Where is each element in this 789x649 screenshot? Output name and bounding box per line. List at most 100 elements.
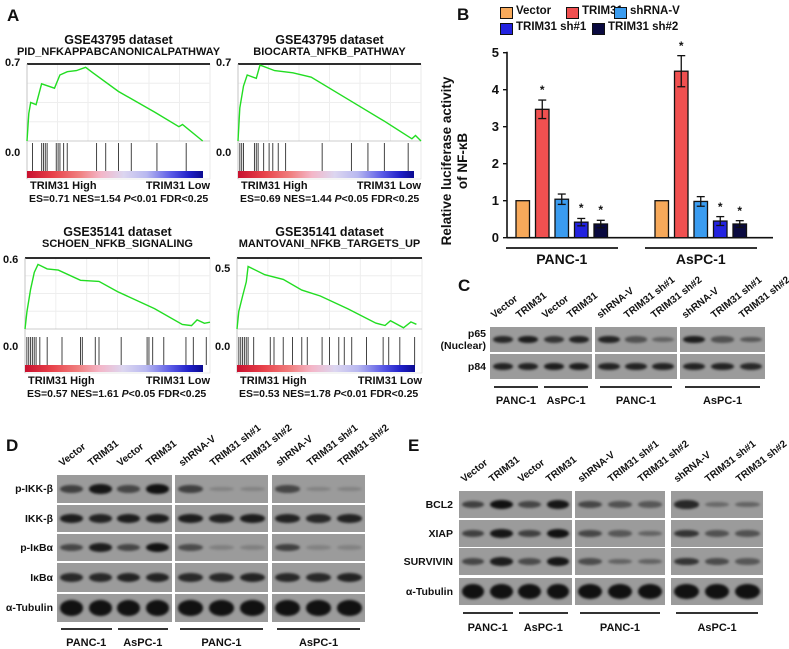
blot-group-line (277, 628, 360, 630)
protein-band (652, 336, 675, 343)
protein-band (490, 584, 513, 599)
protein-band (59, 573, 83, 582)
gsea-low-label: TRIM31 Low (145, 180, 210, 192)
gsea-high-label: TRIM31 High (30, 180, 97, 192)
bar-category-label: AsPC-1 (675, 251, 726, 267)
legend-swatch-vector (500, 7, 513, 19)
protein-band (306, 545, 331, 550)
gsea-y-tick-zero: 0.0 (216, 147, 232, 159)
protein-band (711, 336, 734, 343)
blot-group-line (180, 628, 263, 630)
gsea-y-tick-zero: 0.0 (5, 147, 21, 159)
blot-group-label: PANC-1 (467, 622, 508, 634)
protein-band (739, 362, 763, 371)
protein-band (578, 529, 602, 537)
blot-row-label: p-IKK-β (15, 483, 53, 495)
blot-row-label: p65 (Nuclear) (440, 327, 486, 352)
gsea-p-fdr: <0.01 FDR<0.25 (130, 193, 209, 205)
protein-band (117, 543, 141, 551)
protein-band (638, 558, 662, 565)
gsea-p-fdr: <0.05 FDR<0.25 (128, 388, 207, 400)
blot-group-line (580, 612, 660, 614)
protein-band (704, 558, 730, 565)
legend-label: TRIM31 sh#2 (608, 21, 679, 33)
gsea-nes: NES=1.44 (283, 193, 332, 205)
protein-band (461, 557, 485, 565)
bar-y-tick-label: 4 (491, 81, 499, 97)
blot-row-label: BCL2 (425, 498, 453, 511)
blot-row-label: p84 (467, 360, 486, 373)
gsea-es: ES=0.69 (240, 193, 281, 205)
protein-band (638, 530, 662, 537)
protein-band (569, 335, 590, 344)
gsea-rank-color-bar (238, 171, 414, 178)
gsea-p-symbol: P (333, 388, 341, 400)
protein-band (59, 514, 83, 523)
protein-band (117, 485, 141, 493)
protein-band (518, 362, 539, 371)
blot-group-line (600, 386, 672, 388)
gsea-p-fdr: <0.01 FDR<0.25 (340, 388, 419, 400)
protein-band (209, 573, 234, 582)
protein-band (275, 543, 300, 552)
gsea-dataset-title: GSE35141 dataset (63, 225, 172, 239)
protein-band (306, 573, 331, 582)
bar-y-axis-label-line2: of NF-κB (455, 132, 470, 190)
legend-label: Vector (516, 5, 552, 17)
gsea-nes: NES=1.78 (282, 388, 331, 400)
gsea-nes: NES=1.61 (70, 388, 119, 400)
protein-band (597, 335, 620, 344)
gsea-geneset-title: MANTOVANI_NFKB_TARGETS_UP (238, 238, 421, 250)
protein-band (306, 486, 331, 492)
significance-asterisk: * (737, 203, 743, 218)
gsea-high-label: TRIM31 High (241, 180, 308, 192)
protein-band (306, 514, 331, 523)
bar-category-label: PANC-1 (536, 251, 588, 267)
protein-band (275, 573, 300, 582)
blot-row-label: IKK-β (25, 512, 53, 525)
significance-asterisk: * (678, 38, 684, 53)
protein-band (209, 486, 234, 492)
blot-group-line (676, 612, 758, 614)
protein-band (608, 501, 632, 508)
protein-band (240, 514, 265, 523)
protein-band (704, 530, 730, 537)
protein-band (739, 336, 763, 343)
blot-group-label: AsPC-1 (523, 622, 563, 634)
bar-group-line (506, 247, 618, 249)
gsea-p-symbol: P (123, 193, 131, 205)
gsea-enrichment-curve (26, 66, 204, 142)
blot-group-line (685, 386, 760, 388)
gsea-y-tick-top: 0.6 (3, 254, 19, 266)
protein-band (492, 362, 513, 371)
protein-band (625, 362, 647, 371)
protein-band (240, 600, 265, 616)
gsea-high-label: TRIM31 High (240, 375, 307, 387)
gsea-es: ES=0.53 (239, 388, 280, 400)
protein-band (546, 528, 570, 539)
protein-band (117, 600, 141, 616)
protein-band (735, 584, 760, 599)
blot-group-line (494, 386, 538, 388)
protein-band (546, 557, 570, 566)
protein-band (275, 600, 300, 616)
legend-label: TRIM31 sh#1 (516, 21, 587, 33)
protein-band (88, 573, 112, 582)
protein-band (674, 584, 699, 599)
blot-group-line (117, 628, 168, 630)
gsea-rank-color-bar (27, 171, 203, 178)
significance-asterisk: * (578, 201, 584, 216)
protein-band (704, 501, 730, 508)
protein-band (146, 572, 170, 582)
protein-band (638, 584, 662, 599)
protein-band (674, 557, 699, 566)
gsea-enrichment-curve (236, 265, 417, 330)
panel-label-c: C (458, 276, 471, 295)
protein-band (240, 545, 265, 550)
protein-band (638, 501, 662, 508)
protein-band (178, 573, 203, 582)
protein-band (59, 485, 83, 493)
bar-trim31-aspc-1 (673, 70, 689, 239)
gsea-es: ES=0.71 (29, 193, 70, 205)
gsea-stats: ES=0.69 NES=1.44 P<0.05 FDR<0.25 (240, 193, 419, 205)
